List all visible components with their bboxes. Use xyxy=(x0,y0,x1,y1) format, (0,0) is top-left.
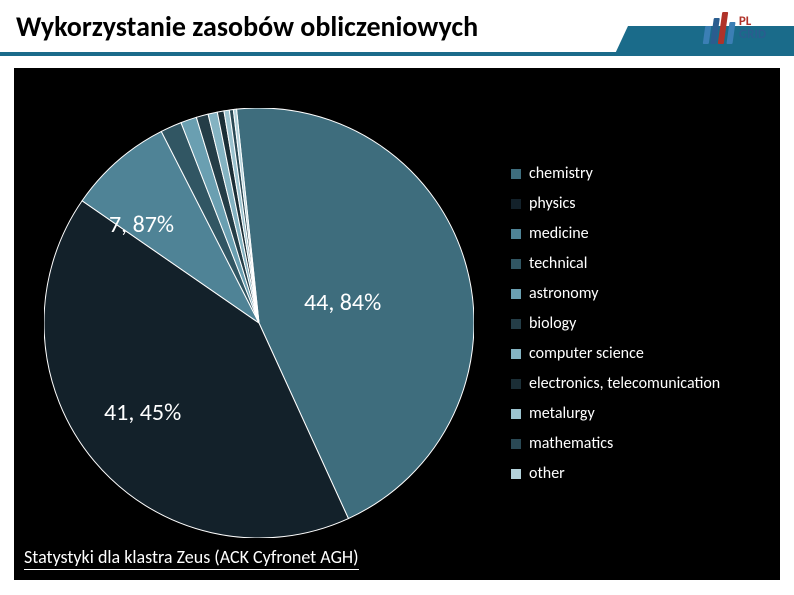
legend-label-cs: computer science xyxy=(529,344,644,363)
plgrid-logo: PL GRID xyxy=(690,6,780,50)
legend-swatch-other xyxy=(511,469,521,479)
legend-label-etel: electronics, telecomunication xyxy=(529,374,720,393)
legend-label-other: other xyxy=(529,464,565,483)
legend-swatch-chemistry xyxy=(511,169,521,179)
legend-label-mathematics: mathematics xyxy=(529,434,613,453)
legend-swatch-etel xyxy=(511,379,521,389)
legend-swatch-biology xyxy=(511,319,521,329)
legend-item-metalurgy: metalurgy xyxy=(511,404,766,423)
legend-item-other: other xyxy=(511,464,766,483)
legend-item-etel: electronics, telecomunication xyxy=(511,374,766,393)
logo-text-bottom: GRID xyxy=(739,28,766,41)
legend-swatch-cs xyxy=(511,349,521,359)
pie-chart: 44, 84% 41, 45% 7, 87% xyxy=(44,108,474,538)
legend-label-chemistry: chemistry xyxy=(529,164,593,183)
legend: chemistry physics medicine technical astrono… xyxy=(511,164,766,483)
legend-item-biology: biology xyxy=(511,314,766,333)
pie-svg xyxy=(44,108,474,538)
legend-label-medicine: medicine xyxy=(529,224,589,243)
legend-swatch-astronomy xyxy=(511,289,521,299)
logo-bars-icon xyxy=(704,12,734,44)
legend-item-physics: physics xyxy=(511,194,766,213)
legend-item-astronomy: astronomy xyxy=(511,284,766,303)
legend-label-physics: physics xyxy=(529,194,576,213)
legend-label-metalurgy: metalurgy xyxy=(529,404,595,423)
legend-label-technical: technical xyxy=(529,254,587,273)
pie-label-physics: 41, 45% xyxy=(104,398,181,427)
legend-item-mathematics: mathematics xyxy=(511,434,766,453)
legend-swatch-metalurgy xyxy=(511,409,521,419)
legend-label-astronomy: astronomy xyxy=(529,284,598,303)
header: Wykorzystanie zasobów obliczeniowych PL … xyxy=(0,0,794,56)
legend-item-chemistry: chemistry xyxy=(511,164,766,183)
legend-swatch-physics xyxy=(511,199,521,209)
pie-label-medicine: 7, 87% xyxy=(109,210,174,239)
logo-text: PL GRID xyxy=(739,15,766,41)
legend-item-medicine: medicine xyxy=(511,224,766,243)
legend-swatch-technical xyxy=(511,259,521,269)
legend-item-technical: technical xyxy=(511,254,766,273)
page-title: Wykorzystanie zasobów obliczeniowych xyxy=(0,9,478,44)
pie-label-chemistry: 44, 84% xyxy=(304,288,381,317)
chart-panel: 44, 84% 41, 45% 7, 87% chemistry physics med… xyxy=(14,68,780,580)
legend-label-biology: biology xyxy=(529,314,576,333)
legend-swatch-mathematics xyxy=(511,439,521,449)
legend-item-cs: computer science xyxy=(511,344,766,363)
legend-swatch-medicine xyxy=(511,229,521,239)
footer-note: Statystyki dla klastra Zeus (ACK Cyfrone… xyxy=(24,546,359,570)
